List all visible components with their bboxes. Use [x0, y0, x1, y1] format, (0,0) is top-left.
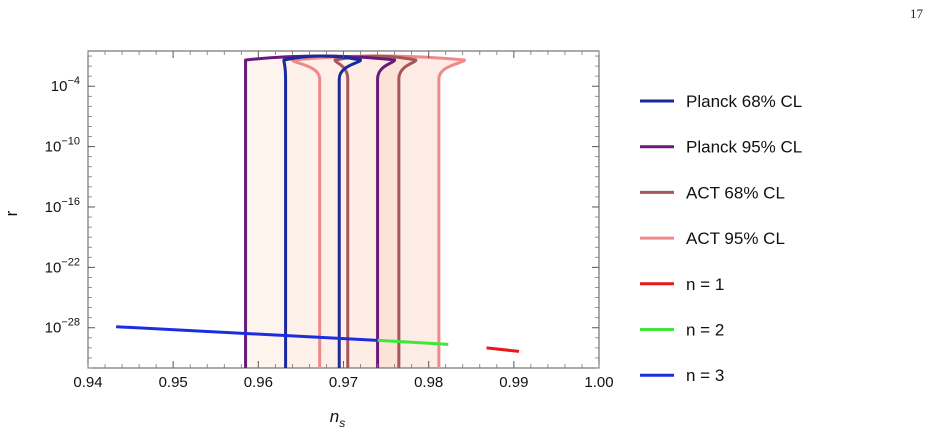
contour-line-planck-68-cl — [282, 54, 363, 368]
model-curves — [116, 325, 520, 353]
x-tick-label: 0.98 — [414, 374, 443, 391]
legend-label-0: Planck 68% CL — [686, 92, 802, 111]
y-tick-label: 10−4 — [51, 75, 80, 95]
x-tick-label: 0.97 — [329, 374, 358, 391]
series-line-n-2 — [377, 338, 449, 346]
legend-label-5: n = 2 — [686, 321, 724, 340]
legend-label-2: ACT 68% CL — [686, 183, 785, 202]
series-line-n-3 — [116, 325, 378, 342]
x-tick-label: 0.94 — [73, 374, 102, 391]
axis-labels: 0.94 0.95 0.96 0.97 0.98 0.99 1.00 10−4 10−10 10−… — [2, 75, 614, 430]
contour-fill-3 — [283, 56, 361, 368]
legend: Planck 68% CL Planck 95% CL ACT 68% CL ACT … — [640, 92, 802, 385]
y-tick-label: 10−10 — [45, 136, 80, 156]
contour-fills — [245, 56, 465, 368]
y-tick-label: 10−22 — [45, 256, 80, 276]
legend-label-1: Planck 95% CL — [686, 138, 802, 157]
y-axis-title: r — [2, 210, 21, 216]
series-line-n-1 — [486, 346, 520, 353]
x-tick-label: 1.00 — [584, 374, 613, 391]
legend-label-6: n = 3 — [686, 366, 724, 385]
contour-line-act-68-cl — [333, 54, 418, 368]
legend-label-3: ACT 95% CL — [686, 229, 785, 248]
page-number: 17 — [910, 6, 923, 21]
y-tick-label: 10−28 — [45, 317, 80, 337]
x-tick-label: 0.95 — [159, 374, 188, 391]
axis-ticks — [87, 51, 600, 369]
x-axis-title: ns — [330, 407, 345, 430]
legend-label-4: n = 1 — [686, 275, 724, 294]
y-tick-label: 10−16 — [45, 196, 80, 216]
contour-lines — [244, 54, 466, 368]
x-tick-label: 0.96 — [244, 374, 273, 391]
x-tick-label: 0.99 — [499, 374, 528, 391]
